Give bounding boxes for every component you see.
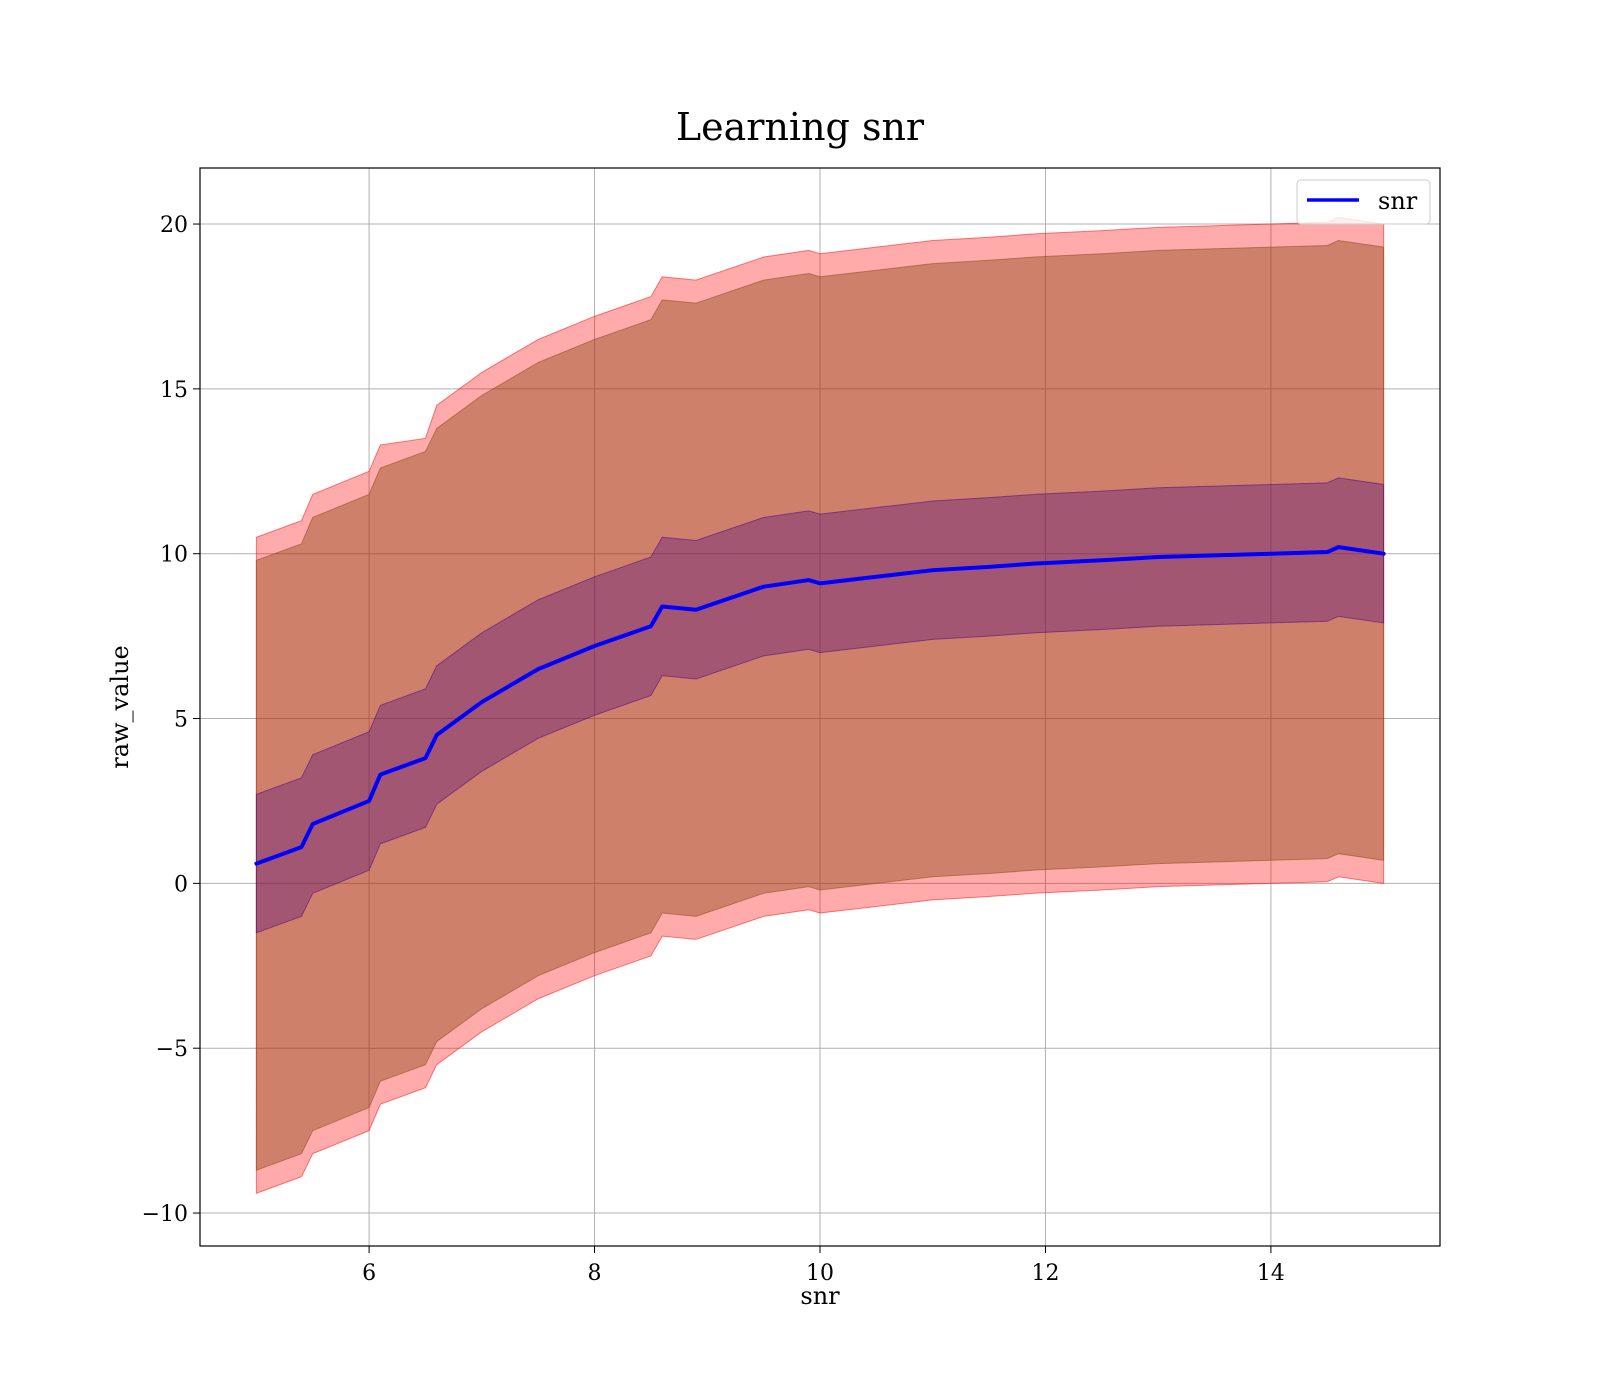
x-tick-label: 12 [1031, 1261, 1059, 1286]
y-tick-label: 0 [174, 872, 188, 897]
legend[interactable]: snr [1296, 179, 1431, 225]
y-tick-label: 20 [160, 213, 188, 238]
chart-title: Learning snr [676, 105, 925, 149]
series-lines [254, 545, 1386, 866]
y-tick-label: 10 [160, 543, 188, 568]
x-ticks: 6 8 10 12 14 [362, 1246, 1285, 1286]
legend-label: snr [1378, 187, 1418, 215]
y-tick-label: 5 [174, 708, 188, 733]
legend-box [1296, 179, 1431, 225]
y-tick-label: −5 [156, 1037, 188, 1062]
band-1 [255, 240, 1385, 1171]
y-tick-label: 15 [160, 378, 188, 403]
x-tick-label: 10 [806, 1261, 834, 1286]
y-ticks: −10 −5 0 5 10 15 20 [142, 213, 200, 1227]
band-0 [255, 216, 1385, 1194]
x-tick-label: 8 [588, 1261, 602, 1286]
x-tick-label: 14 [1257, 1261, 1285, 1286]
bands [255, 216, 1385, 1194]
y-axis-label: raw_value [106, 645, 134, 769]
series-line-snr [254, 545, 1386, 866]
x-tick-label: 6 [362, 1261, 376, 1286]
y-tick-label: −10 [142, 1202, 188, 1227]
x-axis-label: snr [800, 1282, 840, 1310]
band-2 [255, 477, 1385, 934]
